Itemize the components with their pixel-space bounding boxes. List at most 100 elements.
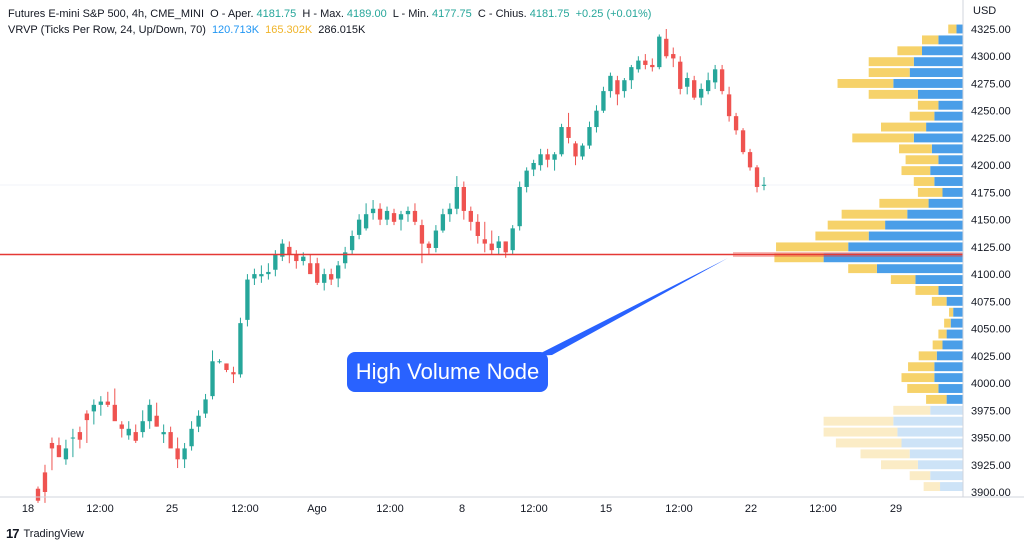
volume-bar-up bbox=[930, 471, 963, 481]
y-tick-label: 4150.00 bbox=[971, 215, 1011, 227]
candle-body bbox=[161, 432, 166, 435]
candle-body bbox=[559, 127, 564, 155]
volume-bar-up bbox=[915, 275, 963, 285]
candle-body bbox=[77, 432, 83, 440]
volume-bar-down bbox=[841, 209, 908, 219]
volume-bar-up bbox=[938, 384, 963, 393]
volume-bar-down bbox=[823, 427, 898, 437]
candle-body bbox=[426, 243, 432, 248]
candle-body bbox=[356, 219, 362, 235]
volume-bar-down bbox=[860, 449, 910, 459]
candle-body bbox=[664, 38, 669, 57]
volume-bar-down bbox=[913, 177, 935, 186]
candle-body bbox=[147, 404, 152, 422]
candle-body bbox=[671, 54, 676, 59]
candle-body bbox=[391, 213, 397, 222]
volume-bar-up bbox=[942, 340, 963, 350]
volume-bar-down bbox=[909, 111, 935, 121]
volume-bar-up bbox=[953, 307, 963, 317]
candle-body bbox=[705, 80, 711, 92]
candle-body bbox=[531, 162, 536, 170]
candle-body bbox=[322, 274, 327, 283]
volume-profile bbox=[774, 24, 963, 491]
candle-body bbox=[754, 167, 760, 187]
volume-bar-down bbox=[879, 198, 929, 208]
x-tick-label: 8 bbox=[459, 503, 465, 515]
candle-body bbox=[678, 61, 683, 89]
candle-body bbox=[384, 210, 390, 220]
candle-body bbox=[447, 208, 453, 215]
candle-body bbox=[747, 152, 753, 168]
x-tick-label: 12:00 bbox=[520, 503, 548, 515]
candle-body bbox=[91, 404, 97, 412]
volume-bar-down bbox=[938, 329, 947, 339]
vrvp-down-value: 165.302K bbox=[265, 24, 313, 36]
volume-bar-down bbox=[909, 471, 931, 481]
volume-bar-down bbox=[881, 122, 927, 132]
volume-bar-down bbox=[893, 405, 931, 415]
candle-body bbox=[175, 448, 180, 460]
volume-bar-down bbox=[907, 384, 939, 393]
volume-bar-up bbox=[876, 264, 963, 274]
high-volume-node-callout: High Volume Node bbox=[347, 352, 548, 392]
volume-bar-down bbox=[901, 373, 935, 383]
candle-body bbox=[370, 208, 376, 214]
candle-body bbox=[280, 243, 285, 257]
volume-bar-down bbox=[908, 362, 935, 372]
brand: 17 TradingView bbox=[6, 526, 84, 541]
volume-bar-up bbox=[934, 373, 963, 383]
volume-bar-down bbox=[815, 231, 869, 241]
volume-bar-down bbox=[897, 46, 922, 56]
volume-bar-down bbox=[922, 35, 939, 45]
volume-bar-down bbox=[905, 155, 939, 165]
candle-body bbox=[587, 127, 592, 146]
volume-bar-up bbox=[934, 111, 963, 121]
x-tick-label: 12:00 bbox=[376, 503, 404, 515]
volume-bar-down bbox=[868, 68, 910, 78]
x-tick-label: 22 bbox=[745, 503, 757, 515]
candle-body bbox=[733, 116, 739, 131]
volume-bar-down bbox=[835, 438, 902, 448]
candle-body bbox=[105, 401, 110, 405]
candle-body bbox=[112, 404, 117, 422]
volume-bar-down bbox=[837, 79, 894, 88]
volume-bar-down bbox=[848, 264, 877, 274]
close-label: C - Chius. bbox=[477, 8, 527, 20]
candle-body bbox=[454, 186, 460, 209]
candle-body bbox=[266, 271, 271, 275]
volume-bar-up bbox=[901, 438, 963, 448]
candle-body bbox=[168, 432, 173, 449]
candle-body bbox=[636, 60, 641, 70]
hvn-highlight bbox=[733, 252, 963, 258]
candle-body bbox=[245, 279, 250, 320]
candle-body bbox=[377, 208, 383, 220]
volume-bar-up bbox=[928, 198, 963, 208]
candle-body bbox=[692, 80, 697, 98]
change-value: +0.25 (+0.01%) bbox=[575, 8, 652, 20]
volume-bar-up bbox=[938, 155, 963, 165]
volume-bar-down bbox=[926, 394, 947, 404]
candle-body bbox=[761, 184, 767, 186]
candle-body bbox=[740, 130, 746, 153]
candle-body bbox=[517, 186, 522, 227]
candle-body bbox=[336, 265, 341, 279]
candle-body bbox=[294, 254, 299, 262]
volume-bar-down bbox=[899, 144, 932, 154]
volume-bar-up bbox=[848, 242, 963, 252]
x-tick-label: 12:00 bbox=[665, 503, 693, 515]
candle-body bbox=[349, 235, 355, 251]
candle-body bbox=[259, 274, 264, 277]
candle-body bbox=[210, 361, 215, 397]
open-value: 4181.75 bbox=[256, 8, 297, 20]
candle-body bbox=[685, 78, 690, 87]
y-tick-label: 4000.00 bbox=[971, 378, 1011, 390]
candle-body bbox=[49, 442, 55, 449]
volume-bar-down bbox=[774, 253, 824, 263]
volume-bar-up bbox=[917, 460, 963, 470]
volume-bar-down bbox=[917, 187, 943, 197]
candle-body bbox=[468, 210, 473, 222]
candle-body bbox=[419, 225, 425, 244]
y-tick-label: 3950.00 bbox=[971, 433, 1011, 445]
candle-body bbox=[538, 154, 543, 166]
